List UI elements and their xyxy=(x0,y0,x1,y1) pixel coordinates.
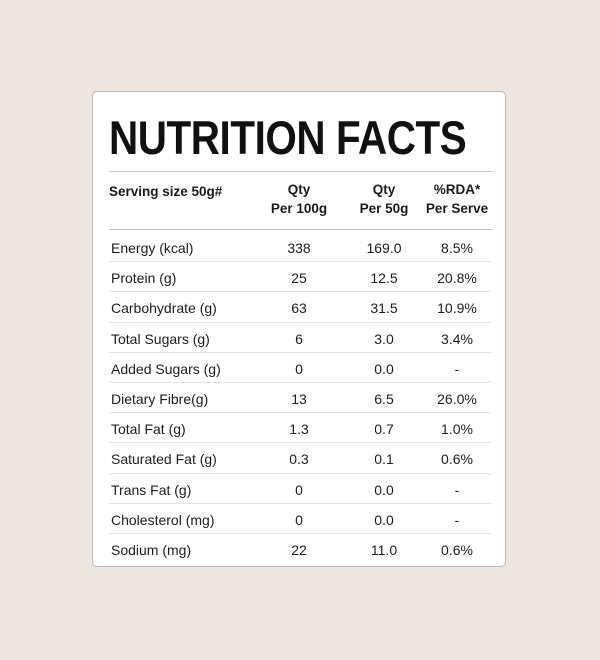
qty-per-50g: 0.7 xyxy=(374,421,394,438)
qty-per-100g: 338 xyxy=(287,240,311,256)
table-row: Protein (g) 25 12.5 20.8% xyxy=(109,262,492,293)
header-qty-per-50g-line2: Per 50g xyxy=(359,201,409,216)
qty-per-50g: 169.0 xyxy=(366,240,402,256)
nutrient-name: Trans Fat (g) xyxy=(111,481,192,498)
header-qty-per-100g: Qty Per 100g xyxy=(259,180,339,218)
nutrient-name: Carbohydrate (g) xyxy=(111,300,217,317)
table-row: Added Sugars (g) 0 0.0 - xyxy=(109,353,492,383)
rda-per-serve: - xyxy=(454,481,460,498)
qty-per-100g: 1.3 xyxy=(289,421,309,438)
nutrient-name: Energy (kcal) xyxy=(111,240,194,256)
nutrient-name: Total Sugars (g) xyxy=(111,330,210,347)
nutrition-facts-title: NUTRITION FACTS xyxy=(109,111,467,164)
qty-per-100g: 0 xyxy=(295,360,303,377)
rda-per-serve: 0.6% xyxy=(441,451,473,468)
qty-per-100g: 25 xyxy=(291,270,307,287)
qty-per-50g: 0.0 xyxy=(374,481,394,498)
table-row: Total Sugars (g) 6 3.0 3.4% xyxy=(109,323,492,353)
qty-per-100g: 6 xyxy=(295,330,303,347)
qty-per-100g: 0 xyxy=(295,481,303,498)
qty-per-50g: 0.1 xyxy=(374,451,394,468)
rda-per-serve: 10.9% xyxy=(437,300,477,317)
qty-per-50g: 11.0 xyxy=(370,541,398,558)
table-row: Cholesterol (mg) 0 0.0 - xyxy=(109,504,492,534)
rda-per-serve: 8.5% xyxy=(441,240,473,256)
table-row: Saturated Fat (g) 0.3 0.1 0.6% xyxy=(109,443,492,474)
qty-per-100g: 63 xyxy=(291,300,307,317)
rda-per-serve: 26.0% xyxy=(437,390,477,407)
table-row: Dietary Fibre(g) 13 6.5 26.0% xyxy=(109,383,492,414)
table-row: Total Fat (g) 1.3 0.7 1.0% xyxy=(109,413,492,444)
rda-per-serve: 1.0% xyxy=(441,421,473,438)
rda-per-serve: 0.6% xyxy=(441,541,473,558)
qty-per-50g: 12.5 xyxy=(370,270,398,287)
nutrient-name: Cholesterol (mg) xyxy=(111,511,215,528)
header-qty-per-100g-line1: Qty xyxy=(287,182,311,197)
rda-per-serve: - xyxy=(454,511,460,528)
header-qty-per-100g-line2: Per 100g xyxy=(270,201,328,216)
rda-per-serve: - xyxy=(454,360,460,377)
nutrient-name: Protein (g) xyxy=(111,270,177,287)
title-divider xyxy=(109,171,492,172)
serving-size-label: Serving size 50g# xyxy=(109,184,223,199)
nutrient-name: Saturated Fat (g) xyxy=(111,451,217,468)
nutrition-facts-card: NUTRITION FACTS Serving size 50g# Qty Pe… xyxy=(92,91,506,567)
nutrition-table-body: Energy (kcal) 338 169.0 8.5% Protein (g)… xyxy=(109,232,492,564)
nutrient-name: Dietary Fibre(g) xyxy=(111,390,209,407)
qty-per-100g: 0.3 xyxy=(289,451,309,468)
qty-per-100g: 22 xyxy=(291,541,307,558)
header-rda-per-serve: %RDA* Per Serve xyxy=(415,180,499,218)
nutrient-name: Total Fat (g) xyxy=(111,421,186,438)
table-row: Trans Fat (g) 0 0.0 - xyxy=(109,474,492,504)
nutrient-name: Sodium (mg) xyxy=(111,541,192,558)
qty-per-50g: 0.0 xyxy=(374,360,394,377)
qty-per-50g: 31.5 xyxy=(370,300,398,317)
qty-per-100g: 0 xyxy=(295,511,303,528)
table-row: Energy (kcal) 338 169.0 8.5% xyxy=(109,232,492,263)
rda-per-serve: 20.8% xyxy=(437,270,477,287)
table-row: Carbohydrate (g) 63 31.5 10.9% xyxy=(109,292,492,323)
nutrient-name: Added Sugars (g) xyxy=(111,360,221,377)
header-divider xyxy=(109,229,492,230)
header-rda-line1: %RDA* xyxy=(433,182,481,197)
qty-per-50g: 6.5 xyxy=(374,390,394,407)
header-qty-per-50g: Qty Per 50g xyxy=(344,180,424,218)
qty-per-100g: 13 xyxy=(291,390,307,407)
header-qty-per-50g-line1: Qty xyxy=(372,182,396,197)
qty-per-50g: 0.0 xyxy=(374,511,394,528)
table-header: Serving size 50g# Qty Per 100g Qty Per 5… xyxy=(109,180,492,228)
table-row: Sodium (mg) 22 11.0 0.6% xyxy=(109,534,492,564)
header-rda-line2: Per Serve xyxy=(425,201,489,216)
qty-per-50g: 3.0 xyxy=(374,330,394,347)
rda-per-serve: 3.4% xyxy=(441,330,473,347)
